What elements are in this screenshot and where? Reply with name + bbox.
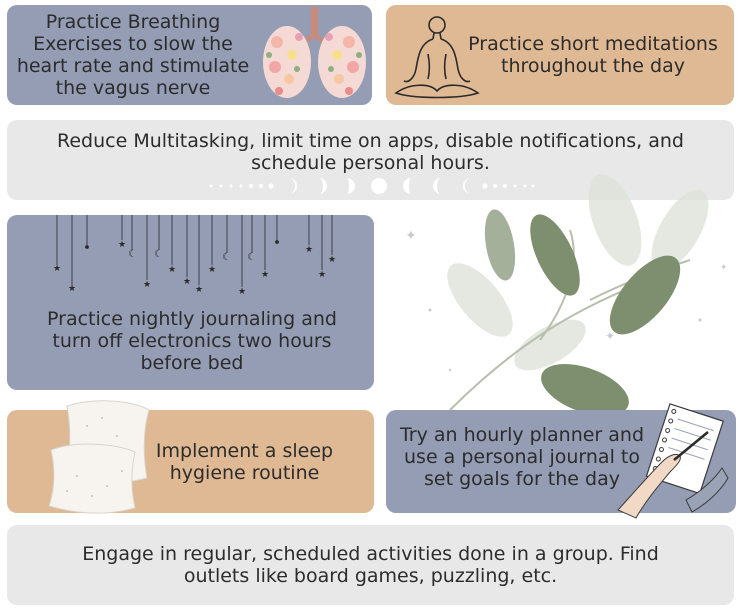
svg-text:☾: ☾: [128, 249, 137, 260]
group-text: Engage in regular, scheduled activities …: [82, 543, 659, 587]
meditation-card: Practice short meditations throughout th…: [386, 5, 734, 105]
journaling-text: Practice nightly journaling and turn off…: [47, 308, 337, 374]
group-card: Engage in regular, scheduled activities …: [7, 525, 734, 605]
svg-text:★: ★: [183, 277, 191, 287]
hanging-stars-moons-icon: ★ ★ ★ ☾ ★ ☾ ★ ★ ★ ★ ☾ ★ ☾ ★ ★ ★ ★: [47, 215, 347, 300]
breathing-card: Practice Breathing Exercises to slow the…: [7, 5, 372, 105]
moon-phases-icon: [207, 175, 537, 197]
svg-text:★: ★: [118, 240, 126, 250]
pillows-icon: [47, 396, 157, 516]
svg-text:★: ★: [305, 245, 313, 255]
svg-text:★: ★: [238, 287, 246, 297]
sleep-text: Implement a sleep hygiene routine: [155, 440, 334, 484]
meditation-figure-icon: [390, 9, 485, 103]
svg-text:★: ★: [208, 265, 216, 275]
svg-text:★: ★: [168, 265, 176, 275]
svg-text:★: ★: [143, 280, 151, 290]
svg-text:★: ★: [318, 270, 326, 280]
svg-text:☾: ☾: [154, 249, 163, 260]
svg-text:★: ★: [68, 284, 76, 294]
lungs-floral-icon: [257, 7, 372, 103]
journaling-card: ★ ★ ★ ☾ ★ ☾ ★ ★ ★ ★ ☾ ★ ☾ ★ ★ ★ ★ Practi…: [7, 215, 374, 390]
svg-text:★: ★: [195, 285, 203, 295]
svg-text:★: ★: [53, 264, 61, 274]
planner-card: Try an hourly planner and use a personal…: [386, 403, 736, 519]
svg-text:✦: ✦: [405, 228, 417, 244]
sleep-card: Implement a sleep hygiene routine: [7, 400, 374, 514]
hand-writing-notebook-icon: [616, 400, 731, 520]
svg-text:☾: ☾: [247, 252, 256, 263]
svg-text:✦: ✦: [605, 329, 615, 343]
svg-text:★: ★: [328, 255, 336, 265]
svg-text:✦: ✦: [720, 263, 728, 273]
planner-text: Try an hourly planner and use a personal…: [399, 424, 645, 490]
breathing-text: Practice Breathing Exercises to slow the…: [16, 11, 250, 99]
multitasking-text: Reduce Multitasking, limit time on apps,…: [57, 130, 684, 174]
eucalyptus-leaves-icon: ✦ ✦ ✦: [390, 170, 740, 420]
meditation-text: Practice short meditations throughout th…: [468, 33, 718, 77]
svg-text:☾: ☾: [222, 252, 231, 263]
svg-text:★: ★: [261, 270, 269, 280]
